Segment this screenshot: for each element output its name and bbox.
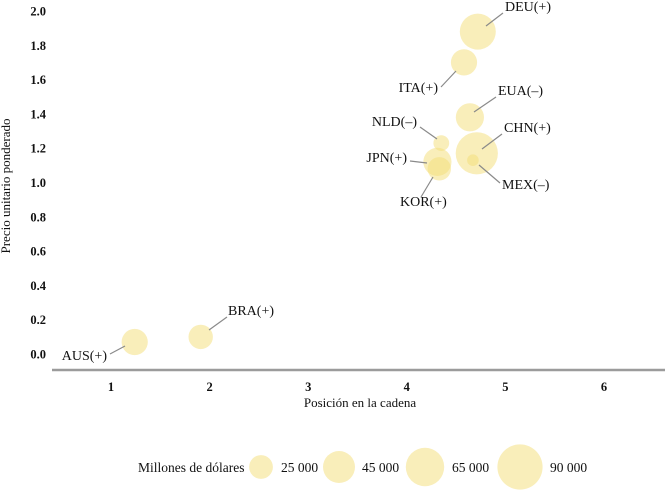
x-tick-label-2: 2	[206, 380, 212, 394]
bubbles-layer	[121, 13, 498, 356]
leader-line-MEX	[478, 164, 501, 184]
point-label-BRA: BRA(+)	[228, 304, 274, 319]
leader-line-JPN	[409, 160, 428, 164]
point-label-NLD: NLD(–)	[372, 115, 417, 130]
leader-line-KOR	[420, 176, 434, 198]
legend-bubble-45000	[323, 451, 355, 483]
x-tick-label-4: 4	[404, 380, 411, 394]
y-tick-label-1.0: 1.0	[30, 176, 46, 190]
legend-label-90000: 90 000	[550, 460, 587, 475]
point-label-MEX: MEX(–)	[502, 178, 550, 193]
x-tick-label-5: 5	[502, 380, 508, 394]
y-tick-label-1.6: 1.6	[30, 73, 46, 87]
leader-line-BRA	[208, 316, 228, 331]
x-tick-label-3: 3	[305, 380, 311, 394]
point-label-ITA: ITA(+)	[399, 81, 439, 96]
x-tick-label-1: 1	[108, 380, 114, 394]
bubble-ITA	[450, 49, 478, 76]
x-tick-label-6: 6	[601, 380, 607, 394]
bubble-NLD	[433, 135, 450, 152]
legend-bubble-25000	[249, 455, 273, 479]
bubble-BRA	[188, 324, 213, 350]
point-label-CHN: CHN(+)	[504, 121, 551, 136]
y-tick-label-2.0: 2.0	[30, 5, 46, 19]
bubble-MEX	[467, 154, 479, 166]
legend-label-65000: 65 000	[452, 460, 489, 475]
legend-label-25000: 25 000	[281, 460, 318, 475]
legend-title: Millones de dólares	[138, 460, 244, 475]
leader-line-NLD	[419, 126, 438, 140]
y-tick-label-1.8: 1.8	[30, 39, 46, 53]
leader-lines-layer	[109, 12, 504, 355]
x-axis-title: Posición en la cadena	[304, 395, 416, 410]
y-tick-label-0.2: 0.2	[30, 313, 46, 327]
leader-line-AUS	[109, 345, 126, 355]
leader-line-DEU	[485, 12, 504, 27]
bubble-AUS	[121, 328, 148, 356]
point-label-KOR: KOR(+)	[400, 195, 447, 210]
leader-line-EUA	[473, 96, 497, 113]
size-legend-layer: Millones de dólares 25 000 45 000 65 000 90 …	[138, 444, 587, 490]
y-tick-label-1.2: 1.2	[30, 142, 46, 156]
y-tick-label-0.0: 0.0	[30, 348, 46, 362]
legend-bubble-90000	[497, 444, 543, 490]
bubble-DEU	[459, 13, 496, 50]
leader-line-CHN	[481, 133, 503, 150]
point-label-DEU: DEU(+)	[505, 0, 551, 15]
y-tick-label-0.6: 0.6	[30, 245, 46, 259]
y-tick-label-0.4: 0.4	[30, 279, 46, 293]
y-tick-label-0.8: 0.8	[30, 210, 46, 224]
point-label-AUS: AUS(+)	[62, 349, 108, 364]
y-axis-title: Precio unitario ponderado	[0, 118, 13, 253]
y-tick-label-1.4: 1.4	[30, 107, 46, 121]
bubble-KOR	[427, 157, 451, 181]
axes-layer: 1 2 3 4 5 6 0.0 0.2 0.4 0.6 0.8 1.0 1.2 1.4 1.6 1.8 2.0	[30, 5, 665, 394]
legend-label-45000: 45 000	[362, 460, 399, 475]
leader-line-ITA	[440, 70, 457, 88]
point-label-EUA: EUA(–)	[498, 84, 543, 99]
point-label-JPN: JPN(+)	[366, 151, 407, 166]
legend-bubble-65000	[405, 447, 445, 487]
point-labels-layer: DEU(+) ITA(+) EUA(–) NLD(–) CHN(+) MEX(–) JPN(…	[62, 0, 552, 364]
bubble-CHN	[455, 132, 498, 175]
